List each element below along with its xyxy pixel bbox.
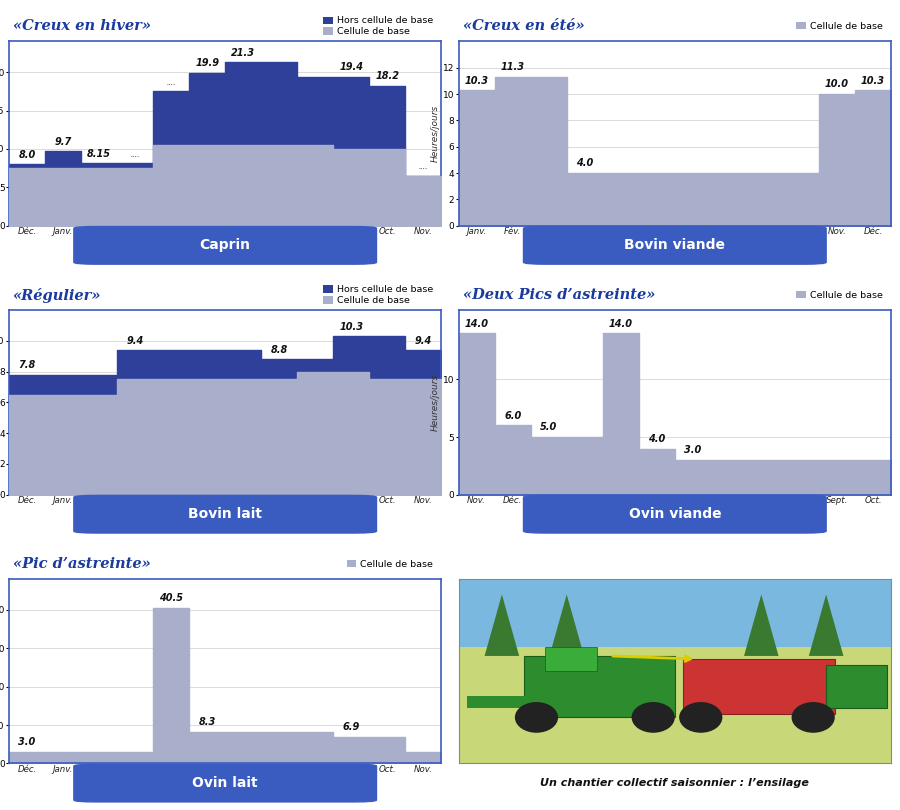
Legend: Cellule de base: Cellule de base [793,18,886,35]
Text: 19.9: 19.9 [195,58,220,68]
Text: 21.3: 21.3 [231,48,256,58]
Circle shape [515,702,558,733]
Text: 7.8: 7.8 [18,360,36,370]
Bar [467,696,532,708]
Polygon shape [549,595,584,656]
Y-axis label: Heures/jours: Heures/jours [431,373,440,431]
Legend: Hors cellule de base, Cellule de base: Hors cellule de base, Cellule de base [320,13,436,40]
Polygon shape [484,595,519,656]
FancyBboxPatch shape [74,227,376,264]
Text: Un chantier collectif saisonnier : l’ensilage: Un chantier collectif saisonnier : l’ens… [540,778,809,787]
Bar [459,579,891,656]
Text: 4.0: 4.0 [648,434,665,444]
Text: 10.3: 10.3 [339,322,364,332]
Text: 14.0: 14.0 [464,318,489,329]
Text: 9.7: 9.7 [54,137,72,147]
Text: 40.5: 40.5 [159,593,183,603]
Text: Ovin viande: Ovin viande [628,507,721,521]
FancyBboxPatch shape [74,496,376,533]
Text: Caprin: Caprin [200,238,251,252]
Legend: Cellule de base: Cellule de base [343,556,436,573]
Bar [683,659,835,714]
Text: 5.0: 5.0 [540,422,557,433]
Text: 9.4: 9.4 [415,335,432,346]
Text: 8.8: 8.8 [271,345,288,355]
Bar [524,656,675,718]
Text: 8.15: 8.15 [87,148,111,159]
Text: 11.3: 11.3 [500,62,525,72]
Text: Bovin viande: Bovin viande [625,238,725,252]
FancyBboxPatch shape [74,765,376,802]
Text: 8.3: 8.3 [199,717,216,727]
Y-axis label: Heures/jours: Heures/jours [431,105,440,162]
Text: 10.3: 10.3 [861,75,885,86]
Circle shape [632,702,675,733]
Text: 6.0: 6.0 [504,411,521,421]
Circle shape [792,702,835,733]
Text: 3.0: 3.0 [684,446,701,455]
Text: «Deux Pics d’astreinte»: «Deux Pics d’astreinte» [463,288,655,302]
Text: «Pic d’astreinte»: «Pic d’astreinte» [14,557,151,571]
Polygon shape [744,595,778,656]
Text: 9.4: 9.4 [127,335,144,346]
Text: 4.0: 4.0 [576,159,593,168]
Text: ....: .... [418,162,428,171]
FancyBboxPatch shape [524,496,826,533]
Circle shape [680,702,723,733]
Text: 6.9: 6.9 [343,723,360,732]
Bar [826,665,886,708]
Text: «Creux en hiver»: «Creux en hiver» [14,19,151,33]
FancyBboxPatch shape [524,227,826,264]
Bar [459,646,891,764]
Text: ....: .... [130,150,140,159]
Text: 8.0: 8.0 [18,150,36,160]
Text: Ovin lait: Ovin lait [193,776,258,790]
Polygon shape [809,595,843,656]
Text: ....: .... [166,78,176,87]
Legend: Hors cellule de base, Cellule de base: Hors cellule de base, Cellule de base [320,282,436,309]
Legend: Cellule de base: Cellule de base [793,287,886,304]
Text: «Régulier»: «Régulier» [14,288,102,303]
Text: 3.0: 3.0 [18,737,36,748]
Text: 19.4: 19.4 [339,62,364,72]
Text: «Creux en été»: «Creux en été» [463,19,585,33]
Text: 14.0: 14.0 [608,318,633,329]
Text: Bovin lait: Bovin lait [188,507,262,521]
Text: 10.3: 10.3 [464,75,489,86]
Text: 10.0: 10.0 [825,79,849,89]
Text: 18.2: 18.2 [375,71,400,81]
Bar [545,646,597,671]
